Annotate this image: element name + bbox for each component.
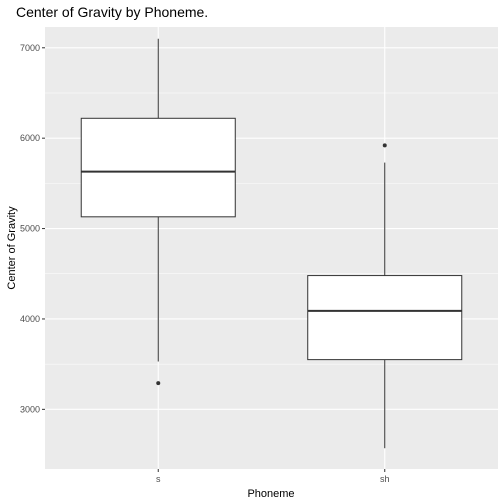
box-iqr (307, 275, 463, 361)
y-axis: 3000 4000 5000 6000 7000 (20, 43, 45, 414)
x-tick-label: s (156, 474, 161, 484)
outlier-point (382, 143, 387, 148)
boxes (80, 38, 463, 449)
y-tick-label: 4000 (20, 314, 40, 324)
x-axis-title: Phoneme (247, 488, 294, 500)
plot-panel (45, 27, 498, 469)
x-axis: s sh (156, 469, 390, 484)
chart-title: Center of Gravity by Phoneme. (16, 4, 208, 20)
y-tick-label: 6000 (20, 133, 40, 143)
y-tick-label: 5000 (20, 224, 40, 234)
box-iqr (80, 117, 236, 218)
y-tick-label: 3000 (20, 404, 40, 414)
y-tick-label: 7000 (20, 43, 40, 53)
grid-major (45, 27, 498, 469)
boxplot-sh (307, 143, 463, 449)
outlier-point (156, 381, 161, 386)
boxplot-s (80, 38, 236, 386)
x-tick-label: sh (380, 474, 390, 484)
y-axis-title: Center of Gravity (6, 206, 18, 290)
